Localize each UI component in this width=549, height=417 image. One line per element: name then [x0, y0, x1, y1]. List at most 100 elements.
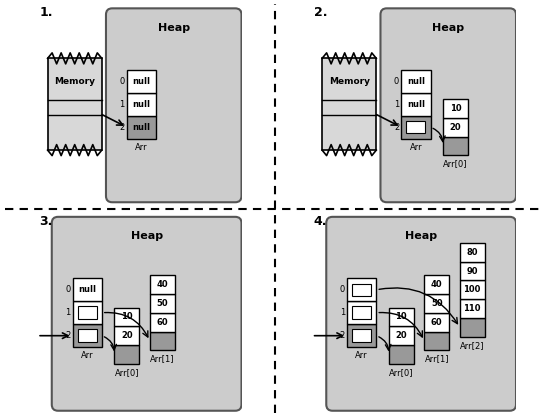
Text: null: null	[132, 100, 150, 109]
Bar	[443, 137, 468, 156]
Bar	[460, 243, 485, 262]
Text: 1: 1	[65, 308, 70, 317]
Text: 40: 40	[431, 280, 442, 289]
Text: 2: 2	[340, 331, 345, 340]
Bar	[460, 318, 485, 337]
Text: 2.: 2.	[314, 6, 327, 19]
Bar	[443, 99, 468, 118]
Bar	[150, 313, 175, 332]
Bar	[352, 306, 371, 319]
Text: Arr: Arr	[135, 143, 148, 152]
Bar	[150, 294, 175, 313]
Bar	[127, 70, 156, 93]
Bar	[347, 324, 376, 347]
Text: 90: 90	[467, 266, 478, 276]
FancyBboxPatch shape	[326, 217, 516, 411]
Text: Arr[2]: Arr[2]	[460, 341, 484, 350]
Text: 40: 40	[156, 280, 168, 289]
Text: 3.: 3.	[40, 215, 53, 228]
Bar	[389, 308, 414, 326]
FancyBboxPatch shape	[380, 8, 516, 202]
Bar	[72, 301, 102, 324]
Bar	[424, 332, 449, 350]
Text: Memory: Memory	[329, 77, 369, 86]
Bar	[114, 326, 139, 345]
Text: 100: 100	[463, 285, 481, 294]
Text: Arr[0]: Arr[0]	[115, 368, 139, 377]
Text: 1: 1	[394, 100, 399, 109]
Text: 2: 2	[120, 123, 125, 132]
Bar	[127, 116, 156, 139]
Bar	[389, 345, 414, 364]
Bar	[424, 275, 449, 294]
Text: null: null	[407, 100, 425, 109]
Text: 20: 20	[121, 331, 133, 340]
Text: 60: 60	[431, 318, 442, 327]
Bar	[352, 284, 371, 296]
Text: Arr[0]: Arr[0]	[443, 160, 468, 168]
Bar	[114, 308, 139, 326]
Text: 1.: 1.	[40, 6, 53, 19]
Text: 10: 10	[121, 312, 133, 322]
Bar	[406, 121, 425, 133]
Text: 10: 10	[450, 104, 461, 113]
Text: Heap: Heap	[131, 231, 163, 241]
Bar	[460, 299, 485, 318]
Text: 10: 10	[395, 312, 407, 322]
Text: Heap: Heap	[432, 23, 464, 33]
Text: Arr: Arr	[81, 351, 93, 360]
Text: Arr[1]: Arr[1]	[150, 354, 175, 364]
Text: null: null	[132, 123, 150, 132]
FancyBboxPatch shape	[106, 8, 242, 202]
Bar	[48, 58, 102, 150]
Text: 50: 50	[431, 299, 442, 308]
Text: 2: 2	[65, 331, 70, 340]
Bar	[114, 345, 139, 364]
Bar	[322, 58, 376, 150]
Bar	[150, 332, 175, 350]
Text: Arr[1]: Arr[1]	[424, 354, 449, 364]
Text: 50: 50	[156, 299, 168, 308]
Text: 0: 0	[394, 77, 399, 86]
Text: 80: 80	[467, 248, 478, 257]
Bar	[78, 329, 97, 342]
Text: Arr[0]: Arr[0]	[389, 368, 413, 377]
Text: 0: 0	[120, 77, 125, 86]
Text: Arr: Arr	[355, 351, 368, 360]
Text: 1: 1	[120, 100, 125, 109]
Bar	[72, 279, 102, 301]
Text: 20: 20	[450, 123, 461, 132]
Text: null: null	[407, 77, 425, 86]
Text: 1: 1	[340, 308, 345, 317]
Bar	[150, 275, 175, 294]
Bar	[401, 116, 430, 139]
Text: 110: 110	[463, 304, 481, 313]
Bar	[72, 324, 102, 347]
Text: null: null	[132, 77, 150, 86]
Text: 0: 0	[340, 285, 345, 294]
Text: Arr: Arr	[410, 143, 422, 152]
Bar	[401, 93, 430, 116]
Bar	[424, 313, 449, 332]
Bar	[443, 118, 468, 137]
Bar	[460, 281, 485, 299]
Text: Memory: Memory	[54, 77, 95, 86]
Bar	[460, 262, 485, 281]
FancyBboxPatch shape	[52, 217, 242, 411]
Text: 0: 0	[65, 285, 70, 294]
Bar	[401, 70, 430, 93]
Text: null: null	[78, 285, 96, 294]
Bar	[424, 294, 449, 313]
Text: 60: 60	[156, 318, 168, 327]
Bar	[352, 329, 371, 342]
Text: 2: 2	[394, 123, 399, 132]
Text: 20: 20	[395, 331, 407, 340]
Bar	[347, 279, 376, 301]
Bar	[389, 326, 414, 345]
Text: Heap: Heap	[405, 231, 437, 241]
Text: 4.: 4.	[314, 215, 327, 228]
Text: Heap: Heap	[158, 23, 190, 33]
Bar	[347, 301, 376, 324]
Bar	[78, 306, 97, 319]
Bar	[127, 93, 156, 116]
